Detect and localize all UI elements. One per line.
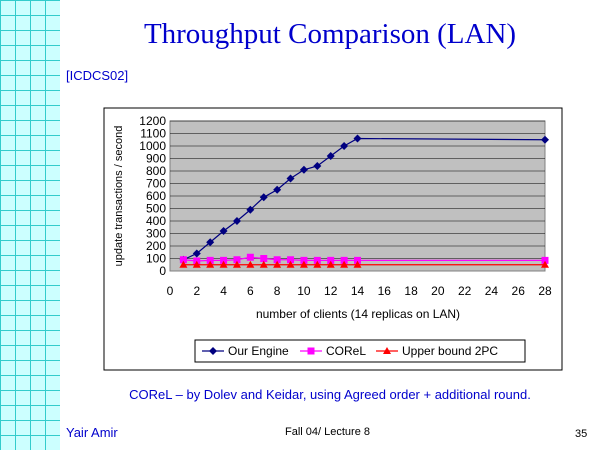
data-point [233,256,241,264]
data-point [273,256,281,264]
legend-label: Upper bound 2PC [402,344,498,358]
data-point [299,165,308,174]
data-point [340,142,349,150]
legend-label: Our Engine [228,344,289,358]
y-tick-label: 200 [146,239,166,253]
data-point [307,347,315,355]
data-point [206,238,215,247]
data-point [209,347,217,355]
legend: Our Engine COReL Upper bound 2PC [202,344,498,358]
x-tick-label: 22 [458,284,472,298]
x-axis-label: number of clients (14 replicas on LAN) [256,307,460,321]
data-point [313,162,322,170]
lecture-label: Fall 04/ Lecture 8 [285,426,370,438]
x-tick-label: 18 [404,284,418,298]
y-tick-label: 0 [159,264,166,278]
x-tick-label: 4 [220,284,227,298]
data-point [192,260,201,268]
data-point [327,256,335,264]
series-layer [179,134,549,268]
data-point [246,260,255,268]
data-point [232,260,241,268]
grid-decoration [0,0,60,450]
x-tick-label: 14 [351,284,365,298]
y-tick-label: 700 [146,177,166,191]
data-point [273,260,282,268]
x-tick-label: 26 [512,284,526,298]
data-point [179,260,188,268]
data-point [260,255,268,262]
author: Yair Amir [66,425,118,440]
grid-lines [170,120,545,259]
x-tick-label: 24 [485,284,499,298]
x-tick-label: 16 [378,284,392,298]
x-tick-label: 8 [274,284,281,298]
y-tick-label: 800 [146,164,166,178]
data-point [192,249,201,258]
data-point [232,217,241,225]
data-point [219,227,228,235]
legend-box [194,339,526,363]
data-point [340,256,348,264]
x-tick-label: 2 [193,284,200,298]
data-point [340,260,349,268]
data-point [286,174,295,183]
x-tick-label: 6 [247,284,254,298]
x-axis-ticks: 0 2 4 6 8 10 12 14 16 18 20 22 24 26 28 [167,284,552,298]
y-tick-label: 300 [146,227,166,241]
x-tick-label: 0 [167,284,174,298]
y-axis-label: update transactions / second [113,126,125,267]
y-tick-label: 600 [146,189,166,203]
data-point [313,256,321,264]
data-point [206,256,214,264]
y-tick-label: 1000 [139,139,166,153]
data-point [326,152,335,160]
data-point [259,260,268,268]
data-point [246,205,255,214]
legend-label: COReL [326,344,366,358]
citation: [ICDCS02] [66,68,129,83]
data-point [383,347,391,354]
data-point [286,260,295,268]
y-tick-label: 900 [146,152,166,166]
data-point [354,256,361,264]
y-tick-label: 500 [146,202,166,216]
data-point [287,256,295,264]
slide-title: Throughput Comparison (LAN) [143,18,517,50]
y-tick-label: 400 [146,214,166,228]
data-point [353,134,362,143]
x-tick-label: 20 [431,284,445,298]
data-point [259,193,268,202]
data-point [313,260,322,268]
y-tick-label: 100 [146,252,166,266]
y-tick-label: 1200 [139,114,166,128]
data-point [220,256,228,264]
data-point [246,253,254,261]
data-point [326,260,335,268]
data-point [206,260,215,268]
data-point [541,260,549,268]
page-number: 35 [575,428,588,440]
data-point [300,256,308,264]
data-point [541,256,549,264]
x-tick-label: 28 [538,284,552,298]
data-point [299,260,308,268]
data-point [179,256,187,264]
y-tick-label: 1100 [140,127,166,141]
data-point [353,260,362,268]
x-tick-label: 10 [297,284,311,298]
data-point [219,260,228,268]
data-point [273,185,282,194]
footnote: COReL – by Dolev and Keidar, using Agree… [129,387,531,402]
data-point [541,135,549,144]
x-tick-label: 12 [324,284,338,298]
